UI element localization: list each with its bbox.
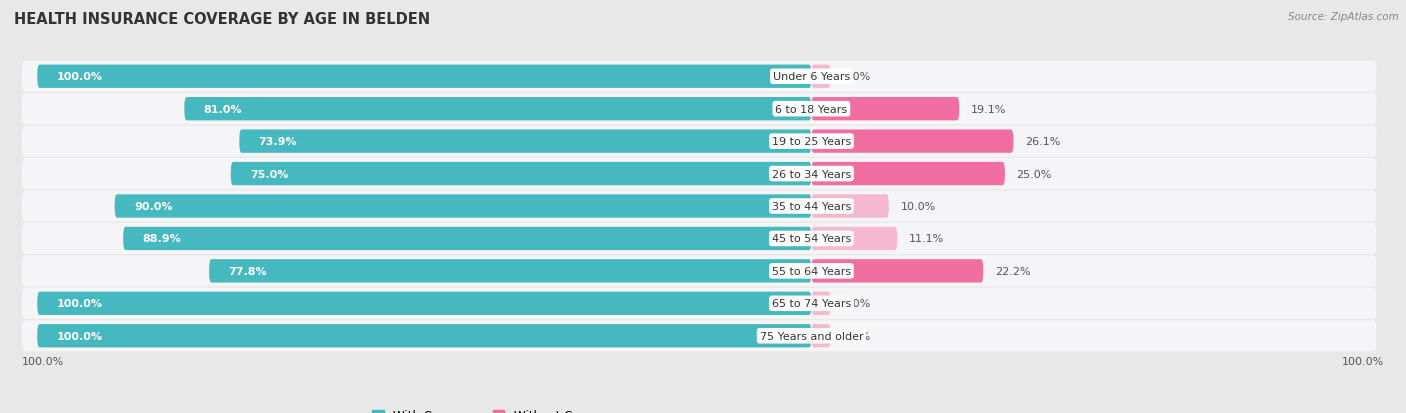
Text: 19.1%: 19.1% — [970, 104, 1007, 114]
Text: 75 Years and older: 75 Years and older — [759, 331, 863, 341]
Text: 0.0%: 0.0% — [842, 331, 870, 341]
Text: 25.0%: 25.0% — [1017, 169, 1052, 179]
FancyBboxPatch shape — [209, 259, 811, 283]
FancyBboxPatch shape — [811, 227, 897, 251]
FancyBboxPatch shape — [38, 324, 811, 348]
Text: Source: ZipAtlas.com: Source: ZipAtlas.com — [1288, 12, 1399, 22]
Text: 10.0%: 10.0% — [900, 202, 935, 211]
Text: 6 to 18 Years: 6 to 18 Years — [775, 104, 848, 114]
FancyBboxPatch shape — [239, 130, 811, 154]
Text: 0.0%: 0.0% — [842, 72, 870, 82]
Text: 55 to 64 Years: 55 to 64 Years — [772, 266, 851, 276]
Legend: With Coverage, Without Coverage: With Coverage, Without Coverage — [367, 404, 626, 413]
Text: 45 to 54 Years: 45 to 54 Years — [772, 234, 851, 244]
FancyBboxPatch shape — [231, 162, 811, 186]
Text: 22.2%: 22.2% — [995, 266, 1031, 276]
Text: HEALTH INSURANCE COVERAGE BY AGE IN BELDEN: HEALTH INSURANCE COVERAGE BY AGE IN BELD… — [14, 12, 430, 27]
FancyBboxPatch shape — [124, 227, 811, 251]
Text: 100.0%: 100.0% — [56, 331, 103, 341]
FancyBboxPatch shape — [38, 65, 811, 89]
Text: 11.1%: 11.1% — [908, 234, 945, 244]
FancyBboxPatch shape — [22, 126, 1376, 157]
FancyBboxPatch shape — [811, 324, 831, 348]
Text: 26 to 34 Years: 26 to 34 Years — [772, 169, 851, 179]
FancyBboxPatch shape — [22, 320, 1376, 351]
Text: 88.9%: 88.9% — [142, 234, 181, 244]
FancyBboxPatch shape — [811, 130, 1014, 154]
FancyBboxPatch shape — [22, 223, 1376, 254]
Text: 90.0%: 90.0% — [134, 202, 173, 211]
Text: 0.0%: 0.0% — [842, 299, 870, 309]
Text: 100.0%: 100.0% — [1341, 356, 1384, 366]
FancyBboxPatch shape — [22, 94, 1376, 125]
FancyBboxPatch shape — [811, 162, 1005, 186]
FancyBboxPatch shape — [811, 259, 983, 283]
FancyBboxPatch shape — [22, 159, 1376, 190]
FancyBboxPatch shape — [184, 98, 811, 121]
FancyBboxPatch shape — [38, 292, 811, 315]
FancyBboxPatch shape — [811, 98, 959, 121]
Text: 81.0%: 81.0% — [204, 104, 242, 114]
FancyBboxPatch shape — [115, 195, 811, 218]
Text: 73.9%: 73.9% — [259, 137, 297, 147]
Text: 65 to 74 Years: 65 to 74 Years — [772, 299, 851, 309]
FancyBboxPatch shape — [811, 292, 831, 315]
FancyBboxPatch shape — [22, 256, 1376, 287]
FancyBboxPatch shape — [811, 65, 831, 89]
Text: 100.0%: 100.0% — [22, 356, 65, 366]
Text: 100.0%: 100.0% — [56, 299, 103, 309]
FancyBboxPatch shape — [811, 195, 889, 218]
Text: Under 6 Years: Under 6 Years — [773, 72, 851, 82]
FancyBboxPatch shape — [22, 62, 1376, 93]
FancyBboxPatch shape — [22, 191, 1376, 222]
Text: 26.1%: 26.1% — [1025, 137, 1060, 147]
Text: 19 to 25 Years: 19 to 25 Years — [772, 137, 851, 147]
Text: 77.8%: 77.8% — [229, 266, 267, 276]
Text: 75.0%: 75.0% — [250, 169, 288, 179]
Text: 100.0%: 100.0% — [56, 72, 103, 82]
FancyBboxPatch shape — [22, 288, 1376, 319]
Text: 35 to 44 Years: 35 to 44 Years — [772, 202, 851, 211]
